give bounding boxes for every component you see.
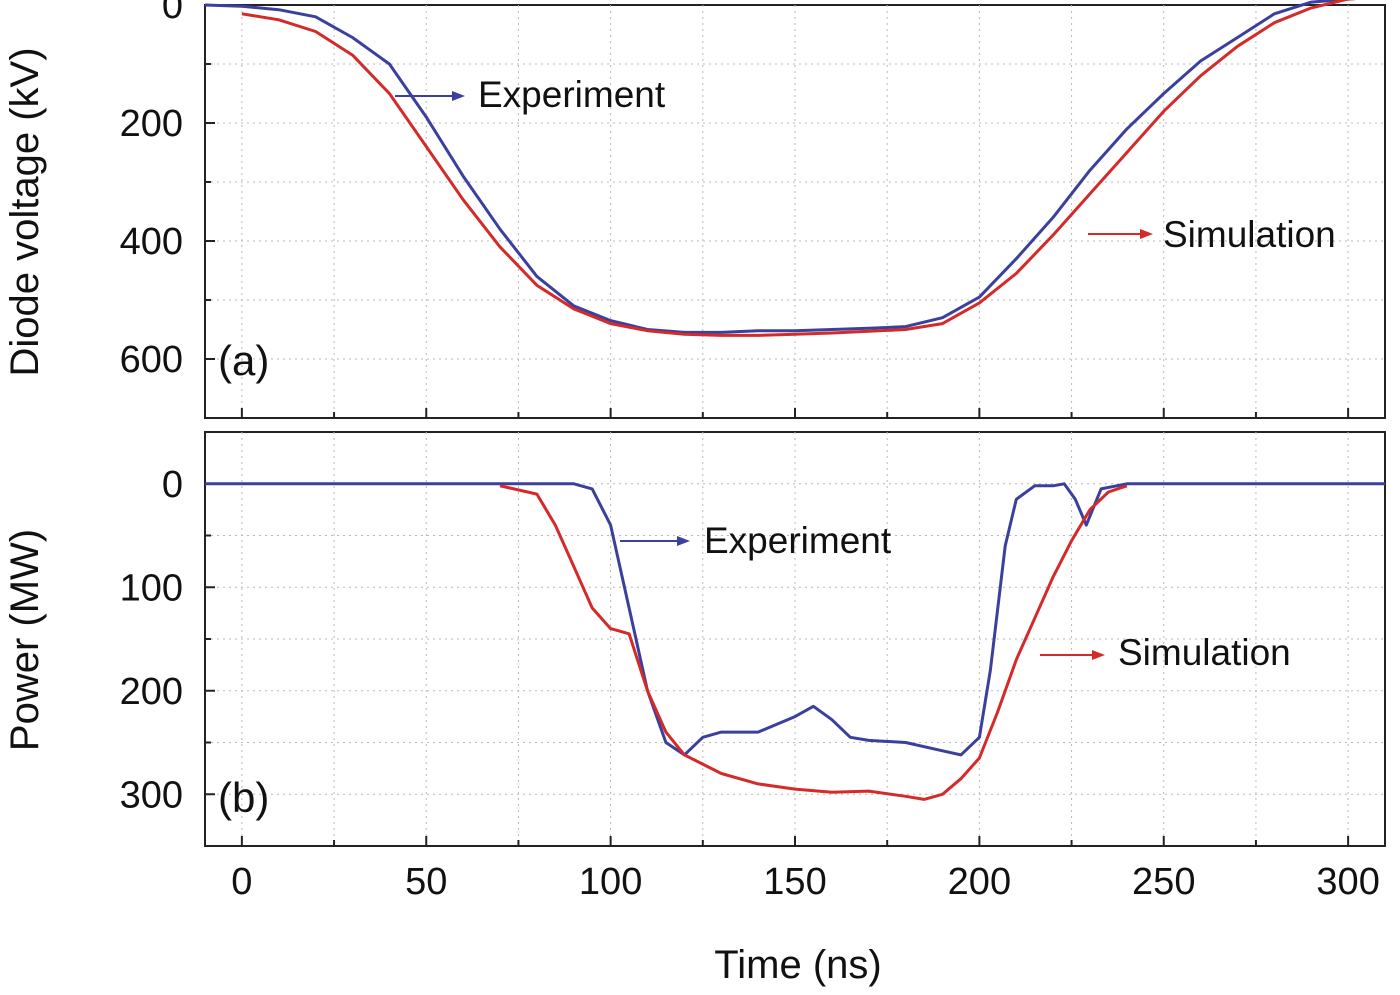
annotation-a-experiment-text: Experiment bbox=[478, 74, 666, 115]
annotation-b-simulation: Simulation bbox=[1040, 632, 1291, 673]
x-axis-title: Time (ns) bbox=[714, 943, 881, 987]
panel-b-series bbox=[205, 482, 1385, 801]
series-line-a-simulation bbox=[241, 0, 1356, 337]
y-tick-label: 300 bbox=[120, 774, 183, 816]
y-tick-label: 600 bbox=[120, 339, 183, 381]
annotation-a-simulation-arrowhead bbox=[1140, 229, 1153, 239]
annotation-a-simulation: Simulation bbox=[1088, 214, 1336, 255]
panel-a-ylabel: Diode voltage (kV) bbox=[3, 47, 47, 376]
annotation-b-simulation-text: Simulation bbox=[1118, 632, 1291, 673]
x-tick-label: 300 bbox=[1316, 861, 1379, 903]
annotation-a-simulation-text: Simulation bbox=[1163, 214, 1336, 255]
annotation-b-simulation-arrowhead bbox=[1092, 650, 1105, 660]
y-tick-label: 0 bbox=[162, 0, 183, 27]
panel-b-ticks: 0 100 200 300 bbox=[120, 464, 1350, 846]
x-tick-label: 200 bbox=[948, 861, 1011, 903]
y-tick-label: 200 bbox=[120, 103, 183, 145]
x-axis-ticks: 0 50 100 150 200 250 300 bbox=[231, 861, 1380, 903]
annotation-a-experiment-arrowhead bbox=[452, 91, 465, 101]
y-tick-label: 0 bbox=[162, 464, 183, 506]
annotation-b-experiment-arrowhead bbox=[677, 536, 690, 546]
panel-b-label: (b) bbox=[218, 774, 269, 821]
x-tick-label: 100 bbox=[579, 861, 642, 903]
y-tick-label: 200 bbox=[120, 671, 183, 713]
panel-a: 0 200 400 600 (a) Diode voltage (kV) Experi… bbox=[3, 0, 1386, 419]
panel-b-grid bbox=[205, 432, 1385, 846]
y-tick-label: 400 bbox=[120, 221, 183, 263]
y-tick-label: 100 bbox=[120, 567, 183, 609]
x-tick-label: 150 bbox=[763, 861, 826, 903]
panel-b-ylabel: Power (MW) bbox=[3, 529, 47, 751]
annotation-b-experiment-text: Experiment bbox=[704, 520, 892, 561]
panel-a-label: (a) bbox=[218, 337, 269, 384]
x-tick-label: 50 bbox=[405, 861, 447, 903]
panel-a-series bbox=[204, 0, 1356, 337]
series-line-a-experiment bbox=[204, 0, 1356, 334]
x-tick-label: 0 bbox=[231, 861, 252, 903]
panel-a-grid bbox=[205, 5, 1385, 418]
panel-a-ticks: 0 200 400 600 bbox=[120, 0, 1350, 418]
annotation-a-experiment: Experiment bbox=[395, 74, 666, 115]
series-line-b-simulation bbox=[499, 484, 1128, 801]
annotation-b-experiment: Experiment bbox=[620, 520, 892, 561]
panel-b: 0 100 200 300 (b) Power (MW) Experiment Sim… bbox=[3, 431, 1386, 987]
x-tick-label: 250 bbox=[1132, 861, 1195, 903]
series-line-b-experiment bbox=[205, 482, 1385, 757]
